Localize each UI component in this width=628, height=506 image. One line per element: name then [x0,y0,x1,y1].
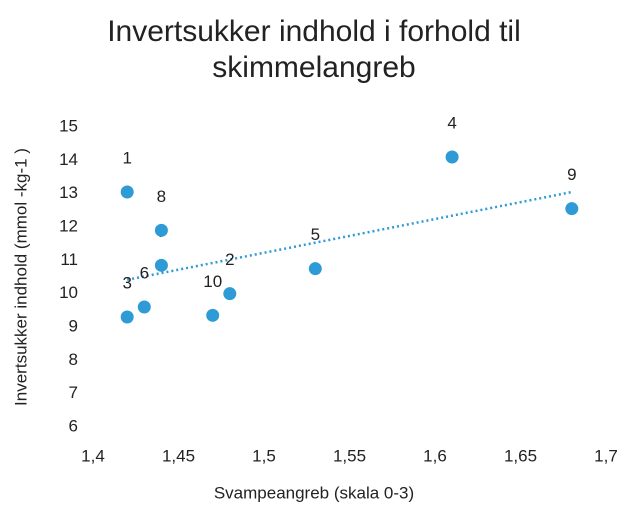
scatter-point [137,300,151,314]
x-tick-label: 1,65 [504,446,537,465]
trendline [126,190,573,282]
y-tick-label: 15 [59,116,78,135]
x-tick-label: 1,45 [162,446,195,465]
chart-title: Invertsukker indhold i forhold til skimm… [107,15,521,84]
y-axis-label: Invertsukker indhold (mmol -kg-1 ) [11,148,30,406]
scatter-point [308,262,322,276]
scatter-point [206,308,220,322]
scatter-point [223,287,237,301]
y-tick-label: 7 [69,383,78,402]
scatter-point [445,150,459,164]
x-tick-label: 1,4 [81,446,105,465]
point-label: 6 [140,263,149,282]
y-tick-label: 11 [60,250,78,269]
x-axis-label: Svampeangreb (skala 0-3) [214,483,414,502]
y-tick-label: 9 [69,316,78,335]
point-label: 3 [122,273,131,292]
x-tick-label: 1,5 [252,446,276,465]
y-tick-label: 14 [59,150,78,169]
x-tick-label: 1,6 [423,446,447,465]
point-label: 4 [447,113,456,132]
point-label: 5 [311,225,320,244]
point-label: 2 [225,250,234,269]
point-label: 9 [567,165,576,184]
scatter-point [120,185,134,199]
point-label: 1 [122,148,131,167]
y-tick-label: 12 [59,216,78,235]
scatter-point [565,202,579,216]
y-tick-label: 8 [69,350,78,369]
point-label: 8 [157,187,166,206]
point-label: 10 [203,272,222,291]
y-tick-label: 10 [59,283,78,302]
x-tick-label: 1,55 [333,446,366,465]
scatter-point [120,310,134,324]
scatter-point [154,223,168,237]
scatter-point [154,258,168,272]
x-tick-label: 1,7 [594,446,618,465]
y-tick-label: 13 [59,183,78,202]
y-tick-label: 6 [69,416,78,435]
